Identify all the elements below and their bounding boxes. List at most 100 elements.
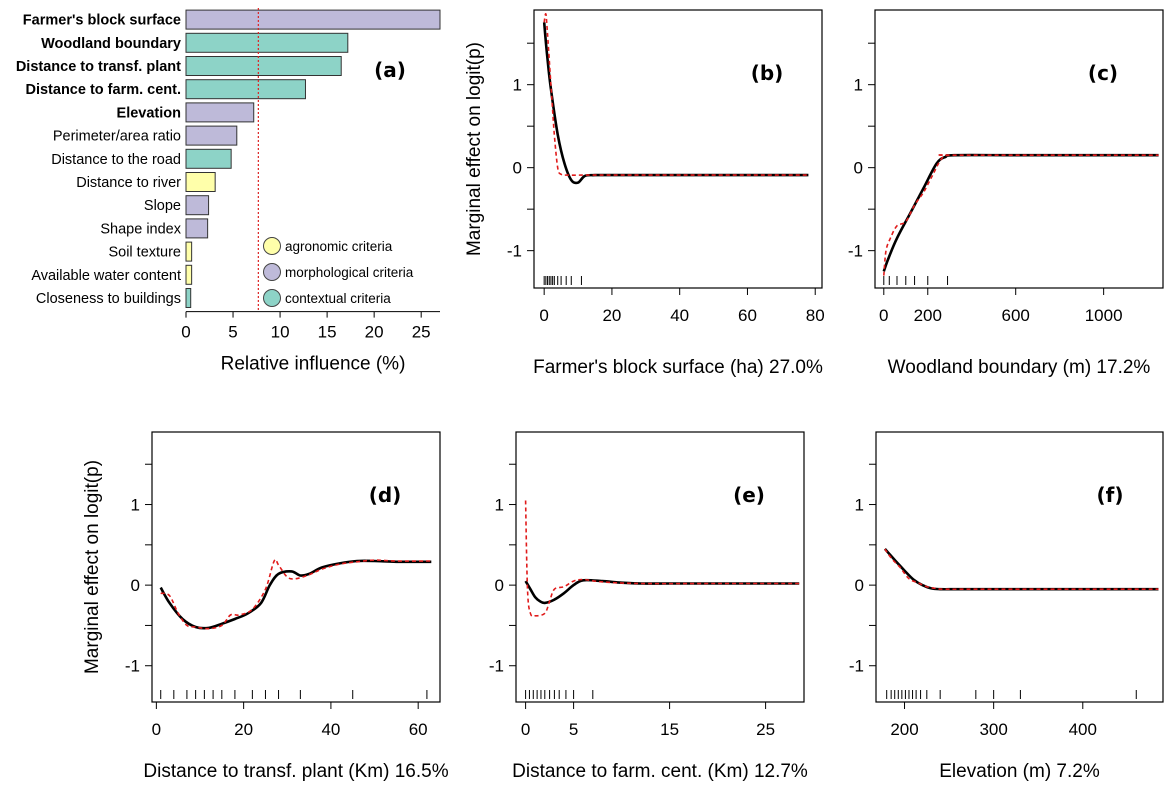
x-axis-label: Distance to farm. cent. (Km) 12.7% bbox=[512, 761, 808, 782]
x-tick-label: 20 bbox=[365, 323, 384, 342]
y-tick-label: -1 bbox=[848, 242, 863, 261]
x-tick-label: 25 bbox=[412, 323, 431, 342]
x-tick-label: 40 bbox=[670, 306, 689, 325]
y-tick-label: 0 bbox=[855, 576, 864, 595]
bar-13 bbox=[185, 288, 192, 308]
x-tick-label: 15 bbox=[318, 323, 337, 342]
x-tick-label: 200 bbox=[890, 720, 918, 739]
bar-7 bbox=[185, 148, 232, 169]
category-label: Elevation bbox=[117, 105, 181, 121]
smoothed-effect-line bbox=[542, 22, 809, 185]
legend-swatch bbox=[263, 289, 281, 307]
panel-label: (f) bbox=[1097, 483, 1124, 507]
bar-2 bbox=[185, 32, 349, 53]
x-tick-label: 15 bbox=[660, 720, 679, 739]
bar-11 bbox=[185, 241, 193, 262]
category-label: Distance to transf. plant bbox=[16, 59, 181, 75]
y-tick-label: -1 bbox=[849, 657, 864, 676]
y-tick-label: -1 bbox=[125, 657, 140, 676]
bar-12 bbox=[185, 264, 193, 285]
panel-e: -1 0 1 0 5 15 25 (e) Distance to farm. cent. (Km… bbox=[489, 431, 808, 782]
panel-label: (b) bbox=[751, 61, 784, 85]
x-tick-label: 0 bbox=[521, 720, 530, 739]
smoothed-effect-line bbox=[159, 559, 432, 630]
x-tick-label: 60 bbox=[409, 720, 428, 739]
panel-c: -1 0 1 0 200 600 1000 (c) Woodland boundary (m) … bbox=[848, 9, 1164, 378]
category-label: Perimeter/area ratio bbox=[53, 129, 181, 145]
y-tick-label: 1 bbox=[131, 496, 140, 515]
x-tick-label: 200 bbox=[914, 306, 942, 325]
bar-8 bbox=[185, 172, 216, 192]
y-tick-label: 0 bbox=[495, 576, 504, 595]
raw-effect-line bbox=[543, 13, 809, 176]
panel-label: (c) bbox=[1088, 61, 1118, 85]
y-tick-label: 1 bbox=[855, 496, 864, 515]
y-tick-label: 1 bbox=[854, 76, 863, 95]
x-tick-label: 80 bbox=[806, 306, 825, 325]
y-tick-label: -1 bbox=[489, 657, 504, 676]
category-label: Slope bbox=[144, 198, 181, 214]
y-tick-label: 0 bbox=[854, 159, 863, 178]
category-label: Woodland boundary bbox=[41, 36, 181, 52]
y-axis-label: Marginal effect on logit(p) bbox=[464, 42, 485, 256]
x-axis-label: Woodland boundary (m) 17.2% bbox=[888, 357, 1151, 378]
panel-label: (e) bbox=[733, 483, 765, 507]
y-tick-label: 1 bbox=[495, 496, 504, 515]
raw-effect-line bbox=[883, 154, 1159, 276]
x-tick-label: 5 bbox=[228, 323, 237, 342]
x-tick-label: 1000 bbox=[1085, 306, 1123, 325]
x-tick-label: 0 bbox=[879, 306, 888, 325]
y-axis-label: Marginal effect on logit(p) bbox=[82, 460, 103, 674]
panel-label: (a) bbox=[374, 58, 406, 82]
legend-label: contextual criteria bbox=[285, 291, 391, 306]
raw-effect-line bbox=[884, 548, 1159, 591]
x-axis-label: Farmer's block surface (ha) 27.0% bbox=[533, 357, 823, 378]
category-label: Shape index bbox=[100, 221, 181, 237]
smoothed-effect-line bbox=[882, 153, 1159, 272]
x-tick-label: 20 bbox=[234, 720, 253, 739]
plot-frame bbox=[874, 9, 1164, 289]
x-tick-label: 0 bbox=[152, 720, 161, 739]
x-tick-label: 60 bbox=[738, 306, 757, 325]
x-tick-label: 0 bbox=[181, 323, 190, 342]
category-label: Distance to river bbox=[76, 175, 181, 191]
x-tick-label: 400 bbox=[1069, 720, 1097, 739]
bar-9 bbox=[185, 195, 210, 216]
legend-swatch bbox=[263, 263, 281, 281]
x-tick-label: 40 bbox=[321, 720, 340, 739]
x-tick-label: 300 bbox=[979, 720, 1007, 739]
bar-6 bbox=[185, 125, 238, 146]
x-tick-label: 0 bbox=[539, 306, 548, 325]
x-axis-label: Elevation (m) 7.2% bbox=[939, 761, 1100, 782]
y-tick-label: -1 bbox=[507, 242, 522, 261]
plot-frame bbox=[875, 431, 1164, 703]
bar-10 bbox=[185, 218, 209, 239]
panel-a: Farmer's block surface Woodland boundary D… bbox=[16, 8, 441, 375]
y-tick-label: 0 bbox=[513, 159, 522, 178]
category-label: Available water content bbox=[31, 268, 181, 284]
bar-5 bbox=[185, 102, 255, 123]
category-label: Distance to the road bbox=[51, 152, 181, 168]
x-tick-label: 600 bbox=[1002, 306, 1030, 325]
x-axis-label: Distance to transf. plant (Km) 16.5% bbox=[143, 761, 448, 782]
bar-3 bbox=[185, 56, 342, 76]
category-label: Closeness to buildings bbox=[36, 291, 181, 307]
plot-frame bbox=[533, 9, 823, 289]
plot-frame bbox=[515, 431, 805, 703]
x-axis-label: Relative influence (%) bbox=[221, 354, 406, 375]
legend-label: morphological criteria bbox=[285, 265, 414, 280]
x-tick-label: 25 bbox=[756, 720, 775, 739]
x-tick-label: 20 bbox=[602, 306, 621, 325]
legend-label: agronomic criteria bbox=[285, 239, 393, 254]
x-tick-label: 10 bbox=[271, 323, 290, 342]
panel-label: (d) bbox=[369, 483, 402, 507]
y-tick-label: 1 bbox=[513, 76, 522, 95]
legend-swatch bbox=[263, 237, 281, 255]
smoothed-effect-line bbox=[883, 548, 1159, 591]
plot-frame bbox=[151, 431, 441, 703]
x-tick-label: 5 bbox=[569, 720, 578, 739]
raw-effect-line bbox=[524, 500, 800, 618]
